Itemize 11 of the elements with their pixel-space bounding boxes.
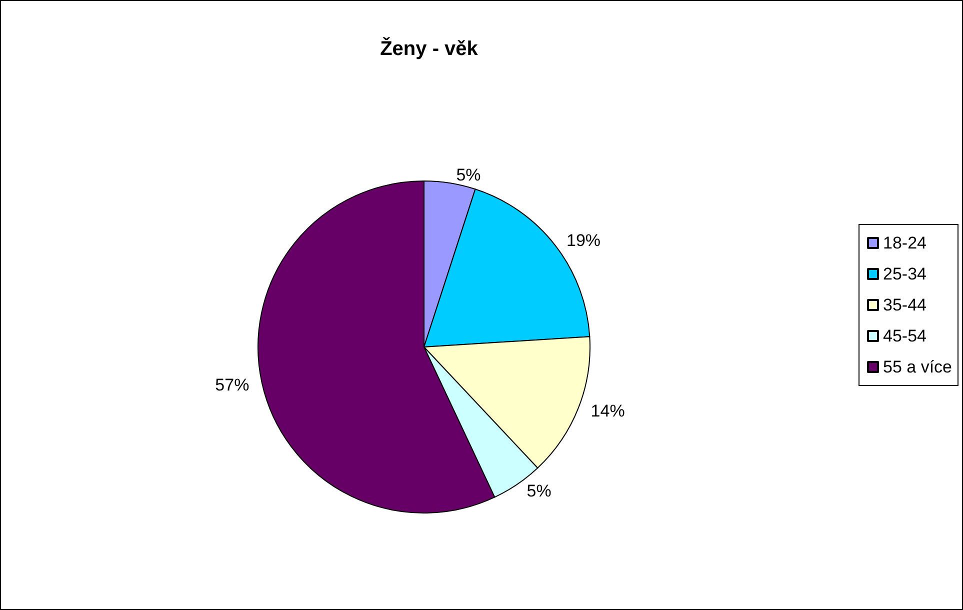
chart-title: Ženy - věk [380, 37, 479, 60]
legend-label: 55 a více [883, 358, 952, 376]
data-label: 14% [590, 402, 625, 421]
legend-label: 45-54 [883, 326, 926, 346]
data-label: 5% [526, 481, 552, 500]
data-label: 19% [566, 230, 601, 250]
data-label: 57% [215, 375, 250, 394]
data-label: 5% [456, 166, 481, 185]
legend-label: 18-24 [883, 234, 926, 252]
legend-label: 35-44 [883, 296, 926, 314]
legend-label: 25-34 [883, 264, 926, 284]
